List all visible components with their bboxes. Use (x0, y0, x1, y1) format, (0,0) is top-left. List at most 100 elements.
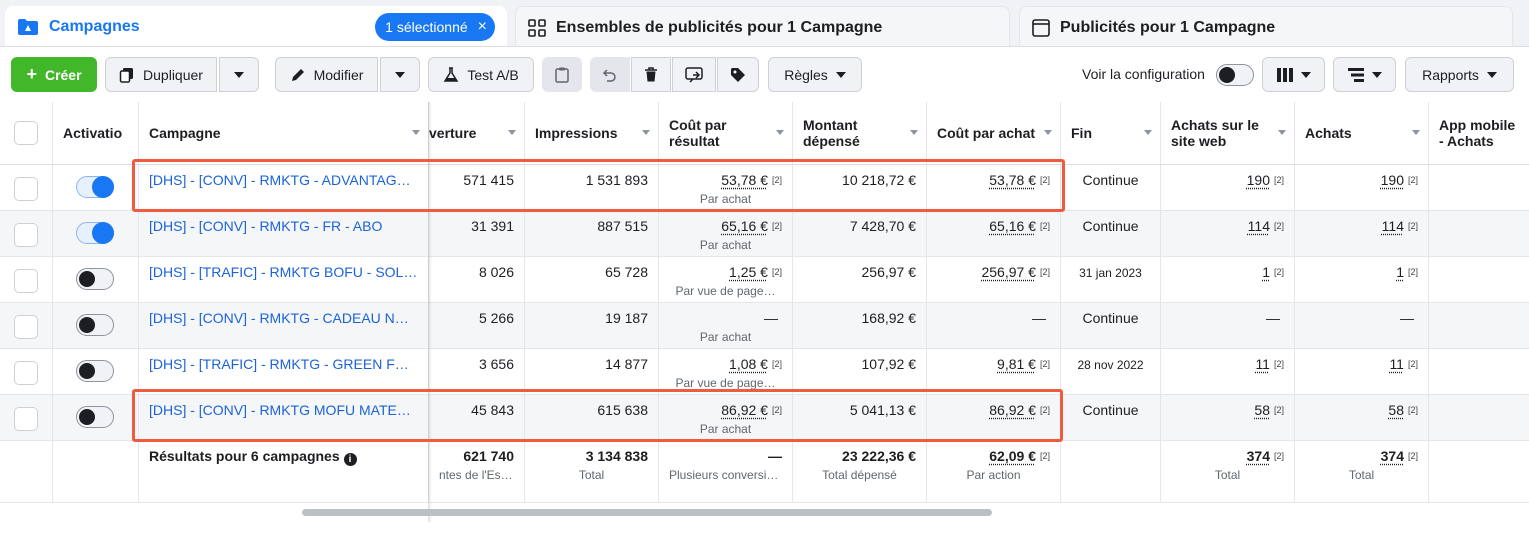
col-campaign[interactable]: Campagne (138, 102, 428, 164)
sort-icon[interactable] (1278, 130, 1286, 135)
columns-button[interactable] (1262, 57, 1325, 92)
sort-icon[interactable] (642, 130, 650, 135)
footnote-marker: [2] (771, 267, 782, 277)
campaign-name-link[interactable]: [DHS] - [TRAFIC] - RMKTG - GREEN FRIDAY (149, 356, 428, 372)
sort-icon[interactable] (910, 130, 918, 135)
campaign-toggle[interactable] (76, 314, 114, 336)
footnote-marker: [2] (1407, 359, 1418, 369)
tab-adsets[interactable]: Ensembles de publicités pour 1 Campagne (515, 6, 1010, 48)
col-impressions[interactable]: Impressions (524, 102, 658, 164)
table-row[interactable]: [DHS] - [TRAFIC] - RMKTG BOFU - SOLDES 8 … (0, 257, 1529, 303)
preview-button[interactable] (672, 57, 716, 92)
purchases-cell-value: — (1400, 310, 1414, 326)
tab-campaigns[interactable]: Campagnes 1 sélectionné × (5, 6, 507, 48)
footnote-marker: [2] (1407, 405, 1418, 415)
campaign-name-link[interactable]: [DHS] - [TRAFIC] - RMKTG BOFU - SOLDES (149, 264, 428, 280)
clipboard-button[interactable] (542, 57, 582, 92)
row-checkbox[interactable] (14, 269, 38, 293)
sort-icon[interactable] (1412, 130, 1420, 135)
sort-icon[interactable] (1144, 130, 1152, 135)
footnote-marker: [2] (771, 221, 782, 231)
cost-per-purchase-cell-value: 86,92 € (989, 402, 1036, 418)
horizontal-scrollbar[interactable] (302, 509, 992, 516)
undo-button[interactable] (590, 57, 630, 92)
campaign-toggle[interactable] (76, 222, 114, 244)
spent-cell-value: 5 041,13 € (849, 402, 916, 418)
cost-per-result-cell-value: 53,78 € (721, 172, 768, 188)
cost-per-purchase-cell-value: 65,16 € (989, 218, 1036, 234)
selected-badge[interactable]: 1 sélectionné × (375, 13, 495, 41)
spent-cell-value: 7 428,70 € (849, 218, 916, 234)
footnote-marker: [2] (771, 405, 782, 415)
rules-button[interactable]: Règles (768, 57, 862, 92)
campaign-toggle[interactable] (76, 176, 114, 198)
close-icon[interactable]: × (477, 18, 487, 35)
web-purchases-cell: 58 [2] (1160, 395, 1294, 440)
col-reach-label: verture (429, 125, 477, 141)
sort-icon[interactable] (1044, 130, 1052, 135)
row-checkbox[interactable] (14, 223, 38, 247)
table-row[interactable]: [DHS] - [CONV] - RMKTG - ADVANTAGE+ SHOP… (0, 165, 1529, 211)
col-spent[interactable]: Montant dépensé (792, 102, 926, 164)
col-cost-per-result[interactable]: Coût par résultat (658, 102, 792, 164)
reports-button[interactable]: Rapports (1405, 57, 1514, 92)
sort-icon[interactable] (508, 130, 516, 135)
sort-icon[interactable] (412, 130, 420, 135)
reach-cell: 31 391 (428, 211, 524, 256)
view-config-toggle[interactable] (1216, 64, 1254, 86)
col-purchases[interactable]: Achats (1294, 102, 1428, 164)
col-web-purchases[interactable]: Achats sur le site web (1160, 102, 1294, 164)
campaign-name-link[interactable]: [DHS] - [CONV] - RMKTG - CADEAU NOEL (149, 310, 423, 326)
col-reach[interactable]: verture (428, 102, 524, 164)
table-row[interactable]: [DHS] - [CONV] - RMKTG - CADEAU NOEL 5 26… (0, 303, 1529, 349)
totals-label: Résultats pour 6 campagnes (149, 448, 340, 464)
row-checkbox[interactable] (14, 177, 38, 201)
reach-cell-value: 31 391 (471, 218, 514, 234)
col-activation[interactable]: Activatio (52, 102, 138, 164)
table-row[interactable]: [DHS] - [CONV] - RMKTG - FR - ABO 31 391 8… (0, 211, 1529, 257)
row-checkbox[interactable] (14, 315, 38, 339)
tab-campaigns-label: Campagnes (49, 18, 140, 35)
row-checkbox[interactable] (14, 361, 38, 385)
create-button[interactable]: + Créer (11, 57, 97, 92)
totals-empty-cell (52, 441, 138, 502)
reach-cell-value: 5 266 (478, 310, 514, 326)
end-cell: Continue (1060, 395, 1160, 440)
col-cost-per-purchase[interactable]: Coût par achat (926, 102, 1060, 164)
tag-button[interactable] (717, 57, 759, 92)
campaign-name-link[interactable]: [DHS] - [CONV] - RMKTG - FR - ABO (149, 218, 383, 234)
sort-icon[interactable] (776, 130, 784, 135)
footnote-marker: [2] (1273, 451, 1284, 461)
edit-dropdown[interactable] (380, 57, 420, 92)
end-value: 28 nov 2022 (1077, 358, 1144, 372)
duplicate-button[interactable]: Dupliquer (105, 57, 217, 92)
row-checkbox[interactable] (14, 407, 38, 431)
table-row[interactable]: [DHS] - [CONV] - RMKTG MOFU MATELAS 45 84… (0, 395, 1529, 441)
duplicate-dropdown[interactable] (219, 57, 259, 92)
totals-cost-per-result-cell-value: — (768, 448, 782, 464)
campaign-toggle[interactable] (76, 268, 114, 290)
info-icon[interactable]: i (343, 453, 357, 466)
campaign-toggle[interactable] (76, 406, 114, 428)
table-row[interactable]: [DHS] - [TRAFIC] - RMKTG - GREEN FRIDAY 3… (0, 349, 1529, 395)
end-cell: 28 nov 2022 (1060, 349, 1160, 394)
col-app-purchases[interactable]: App mobile - Achats (1428, 102, 1529, 164)
footnote-marker: [2] (1407, 267, 1418, 277)
col-end[interactable]: Fin (1060, 102, 1160, 164)
totals-end-cell (1060, 441, 1160, 503)
campaign-toggle[interactable] (76, 360, 114, 382)
tab-ads[interactable]: Publicités pour 1 Campagne (1019, 6, 1513, 48)
grid-icon (528, 18, 546, 37)
select-all-checkbox[interactable] (14, 121, 38, 145)
footnote-marker: [2] (1273, 175, 1284, 185)
ab-test-button[interactable]: Test A/B (428, 57, 534, 92)
campaign-name-link[interactable]: [DHS] - [CONV] - RMKTG - ADVANTAGE+ SHOP… (149, 172, 428, 188)
select-all-cell (0, 102, 52, 164)
totals-impressions-cell-caption: Total (578, 468, 605, 482)
breakdown-button[interactable] (1333, 57, 1396, 92)
edit-button[interactable]: Modifier (275, 57, 378, 92)
campaign-name-link[interactable]: [DHS] - [CONV] - RMKTG MOFU MATELAS (149, 402, 424, 418)
row-checkbox-cell (0, 349, 52, 394)
cost-per-purchase-cell-value: — (1032, 310, 1046, 326)
delete-button[interactable] (631, 57, 671, 92)
